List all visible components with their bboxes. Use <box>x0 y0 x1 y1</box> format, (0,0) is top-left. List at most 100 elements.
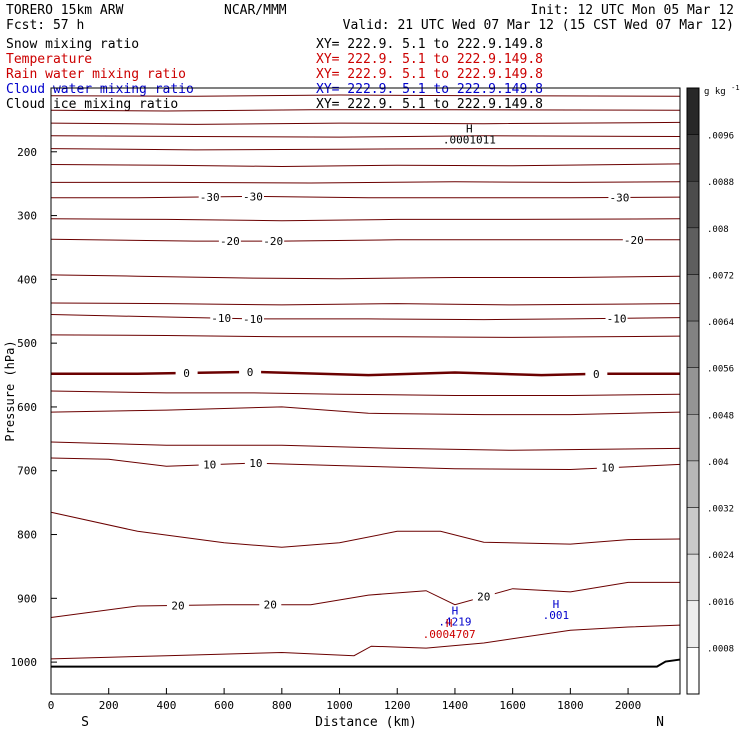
contour-label: 10 <box>601 462 614 475</box>
field-name-snow: Snow mixing ratio <box>6 37 139 52</box>
field-name-cloud-water: Cloud water mixing ratio <box>6 82 194 97</box>
y-axis-ticks: 200 300 400 500 600 700 800 900 1000 <box>11 146 57 669</box>
field-xy-cloud-ice: XY= 222.9. 5.1 to 222.9.149.8 <box>316 97 543 112</box>
x-tick-label: 1200 <box>384 699 411 712</box>
field-name-temperature: Temperature <box>6 52 92 67</box>
temperature-contour--32 <box>51 181 681 184</box>
field-legend: Snow mixing ratio XY= 222.9. 5.1 to 222.… <box>6 37 543 112</box>
temperature-contour--36 <box>50 163 681 168</box>
contour-label: 20 <box>264 599 277 612</box>
temperature-contour-20 <box>50 581 680 618</box>
contour-label: 20 <box>171 599 184 612</box>
org-label: NCAR/MMM <box>224 3 287 18</box>
cloud-water-max-letter: H <box>452 604 459 617</box>
x-tick-label: 1600 <box>499 699 526 712</box>
contour-label-bg <box>596 461 619 473</box>
colorbar-tick-label: .0064 <box>707 318 734 328</box>
x-tick-label: 600 <box>214 699 234 712</box>
x-tick-label: 1800 <box>557 699 584 712</box>
contour-label-bg <box>239 365 262 377</box>
x-tick-label: 400 <box>156 699 176 712</box>
contour-label-bg <box>472 590 495 602</box>
colorbar-tick-label: .0072 <box>707 271 734 281</box>
colorbar-box <box>686 414 700 462</box>
field-name-cloud-ice: Cloud ice mixing ratio <box>6 97 178 112</box>
temperature-contour--12 <box>50 302 681 306</box>
temperature-contour-10 <box>50 457 681 471</box>
temperature-contour-4 <box>50 390 681 396</box>
contour-label-bg <box>244 457 267 469</box>
y-tick-label: 400 <box>17 273 37 286</box>
cloud-water-max-value: .4219 <box>438 615 471 628</box>
y-tick-label: 800 <box>17 529 37 542</box>
contour-label-bg <box>622 233 645 245</box>
y-axis-label: Pressure (hPa) <box>3 340 17 441</box>
cloud-water-max-letter: H <box>553 598 560 611</box>
contour-label-bg <box>241 312 264 324</box>
colorbar-box <box>686 134 700 182</box>
contour-label: -10 <box>607 312 627 325</box>
contour-label: -30 <box>609 191 629 204</box>
contour-label: 0 <box>247 366 254 379</box>
colorbar-box <box>686 180 700 229</box>
temperature-contour-6 <box>50 406 681 416</box>
temperature-contour--26 <box>50 218 681 222</box>
temperature-contour--20 <box>50 238 680 242</box>
colorbar-box <box>686 87 700 135</box>
plot-frame <box>50 87 681 695</box>
terrain-line <box>51 658 681 668</box>
field-name-rain: Rain water mixing ratio <box>6 67 186 82</box>
x-tick-label: 800 <box>272 699 292 712</box>
colorbar: .0096 .0088 .008 .0072 .0064 .0056 .0048 .004 .0… <box>686 84 740 695</box>
temperature-contour--44 <box>50 135 681 138</box>
colorbar-box <box>686 647 700 695</box>
temperature-contour--40 <box>50 148 680 151</box>
y-tick-label: 1000 <box>11 656 38 669</box>
x-tick-label: 1000 <box>326 699 353 712</box>
field-xy-rain: XY= 222.9. 5.1 to 222.9.149.8 <box>316 67 543 82</box>
contour-label: 0 <box>183 367 190 380</box>
contour-label-bg <box>198 458 221 470</box>
y-tick-label: 900 <box>17 592 37 605</box>
y-tick-label: 200 <box>17 146 37 159</box>
colorbar-tick-label: .0096 <box>707 132 734 142</box>
colorbar-box <box>686 553 700 602</box>
colorbar-tick-label: .0032 <box>707 505 734 515</box>
field-xy-cloud-water: XY= 222.9. 5.1 to 222.9.149.8 <box>316 82 543 97</box>
x-tick-label: 200 <box>99 699 119 712</box>
temperature-contour--10 <box>50 314 681 321</box>
contour-label: -30 <box>243 190 263 203</box>
temperature-contour-24 <box>50 624 681 660</box>
north-label: N <box>656 715 664 730</box>
temperature-contour-8 <box>50 441 681 451</box>
colorbar-box <box>686 460 700 508</box>
model-line: TORERO 15km ARW <box>6 3 124 18</box>
colorbar-box <box>686 367 700 415</box>
plot-area: -30 -30 -30 -20 -20 -20 -10 -10 -10 0 0 0 10 10 10 20 20… <box>11 87 681 712</box>
contour-label: -10 <box>243 313 263 326</box>
rain-max-letter: H <box>446 617 453 630</box>
contour-label: 10 <box>203 459 216 472</box>
contour-label-bg <box>262 235 285 247</box>
cloud-water-max-value: .001 <box>543 609 570 622</box>
contour-label: 0 <box>593 368 600 381</box>
y-tick-label: 700 <box>17 465 37 478</box>
x-tick-label: 1400 <box>442 699 469 712</box>
colorbar-tick-label: .0048 <box>707 411 734 421</box>
field-xy-snow: XY= 222.9. 5.1 to 222.9.149.8 <box>316 37 543 52</box>
contour-label: 20 <box>477 591 490 604</box>
colorbar-box <box>686 600 700 648</box>
contour-labels: -30 -30 -30 -20 -20 -20 -10 -10 -10 0 0 0 10 10 10 20 20… <box>166 190 645 612</box>
contour-label-bg <box>166 599 189 611</box>
rain-max-value: .0004707 <box>423 628 476 641</box>
contour-label-bg <box>210 312 233 324</box>
x-tick-label: 2000 <box>615 699 642 712</box>
contour-label-bg <box>605 312 628 324</box>
temperature-contour--48 <box>50 121 681 125</box>
contour-label-bg <box>241 190 264 202</box>
contour-label: 10 <box>249 457 262 470</box>
y-tick-label: 500 <box>17 337 37 350</box>
init-label: Init: 12 UTC Mon 05 Mar 12 <box>531 3 735 18</box>
